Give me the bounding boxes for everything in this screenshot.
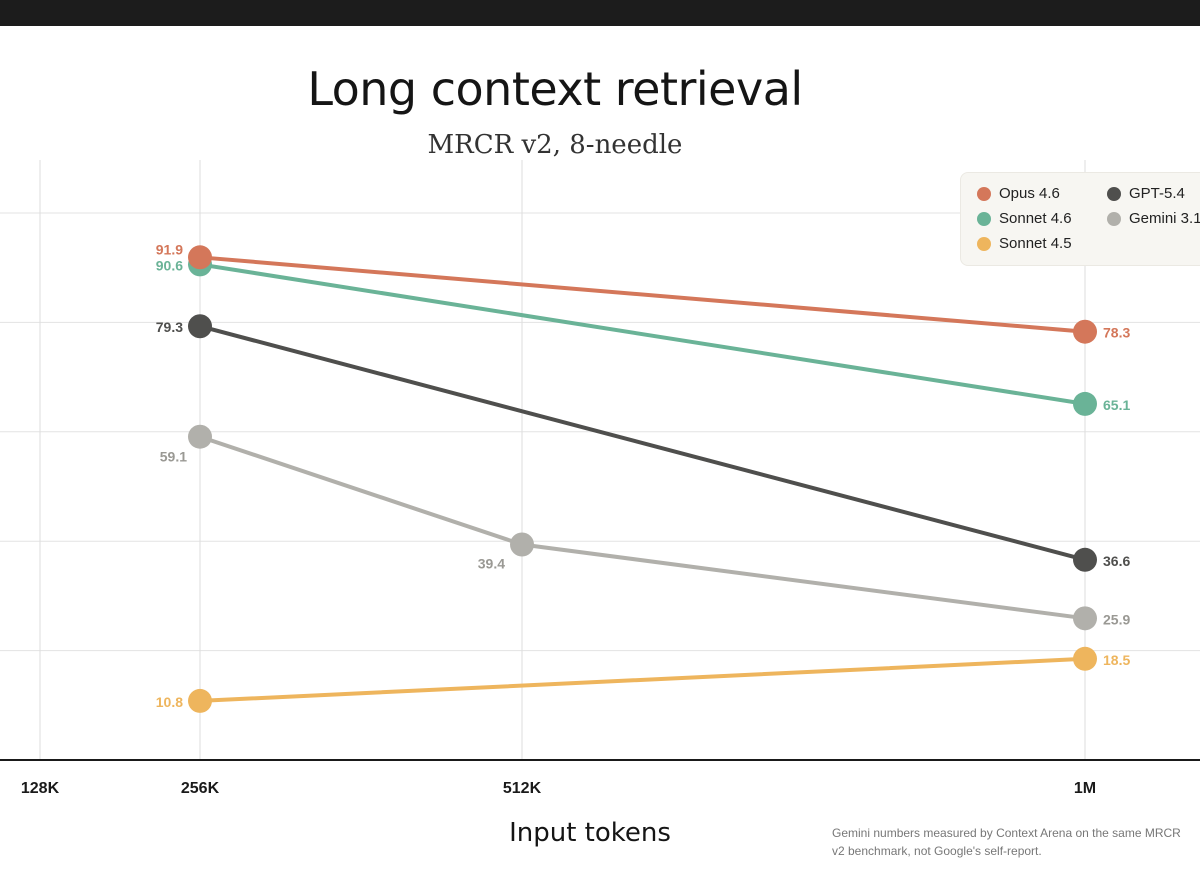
- data-point-gpt-5-4: [1073, 547, 1097, 572]
- data-point-opus-4-6: [1073, 319, 1097, 344]
- x-axis-title: Input tokens: [509, 818, 671, 848]
- data-label-sonnet-4-6: 65.1: [1103, 397, 1130, 413]
- top-bar: [0, 0, 1200, 26]
- data-point-opus-4-6: [188, 245, 212, 270]
- chart-subtitle: MRCR v2, 8-needle: [427, 130, 683, 160]
- footnote: Gemini numbers measured by Context Arena…: [832, 824, 1200, 860]
- data-label-opus-4-6: 78.3: [1103, 325, 1130, 341]
- legend-label: GPT-5.4: [1129, 185, 1185, 202]
- data-label-sonnet-4-6: 90.6: [156, 257, 183, 273]
- data-label-gemini-3-1: 59.1: [160, 449, 187, 465]
- series-line-sonnet-4-5: [198, 656, 1087, 703]
- legend-swatch-sonnet-4-6: [977, 211, 991, 226]
- chart-title: Long context retrieval: [307, 62, 803, 116]
- x-tick-label: 512K: [503, 780, 542, 797]
- legend-item-opus-4-6: Opus 4.6: [977, 185, 1060, 202]
- legend-item-gpt-5-4: GPT-5.4: [1107, 185, 1185, 202]
- series-line-sonnet-4-6: [198, 262, 1087, 406]
- x-tick-label: 128K: [21, 780, 60, 797]
- series-line-gpt-5-4: [198, 324, 1087, 562]
- footnote-line-1: Gemini numbers measured by Context Arena…: [832, 826, 1181, 840]
- data-point-sonnet-4-5: [188, 688, 212, 713]
- data-point-sonnet-4-5: [1073, 646, 1097, 671]
- legend-item-sonnet-4-6: Sonnet 4.6: [977, 210, 1072, 227]
- legend-swatch-gemini-3-1: [1107, 211, 1121, 226]
- legend-swatch-opus-4-6: [977, 186, 991, 201]
- data-point-gpt-5-4: [188, 314, 212, 339]
- x-tick-label: 256K: [181, 780, 220, 797]
- series-line-gemini-3-1: [198, 434, 1087, 621]
- legend-label: Gemini 3.1: [1129, 210, 1200, 227]
- legend-label: Opus 4.6: [999, 185, 1060, 202]
- legend-swatch-sonnet-4-5: [977, 236, 991, 251]
- legend-label: Sonnet 4.5: [999, 235, 1072, 252]
- data-label-gemini-3-1: 39.4: [478, 555, 505, 571]
- legend-swatch-gpt-5-4: [1107, 186, 1121, 201]
- data-label-sonnet-4-5: 18.5: [1103, 652, 1130, 668]
- x-tick-label: 1M: [1074, 780, 1096, 797]
- legend: Opus 4.6 Sonnet 4.6 Sonnet 4.5 GPT-5.4 G…: [960, 172, 1200, 266]
- data-point-gemini-3-1: [188, 424, 212, 449]
- data-label-gemini-3-1: 25.9: [1103, 611, 1130, 627]
- legend-label: Sonnet 4.6: [999, 210, 1072, 227]
- legend-item-gemini-3-1: Gemini 3.1: [1107, 210, 1200, 227]
- series-layer: 59.1 39.4 25.9 10.8 18.5 79.3 36.6 90.6 65.1 91.9…: [156, 241, 1130, 713]
- data-point-gemini-3-1: [510, 532, 534, 557]
- data-label-sonnet-4-5: 10.8: [156, 694, 183, 710]
- data-point-gemini-3-1: [1073, 606, 1097, 631]
- series-line-opus-4-6: [198, 255, 1087, 334]
- data-point-sonnet-4-6: [1073, 391, 1097, 416]
- axis-layer: 128K 256K 512K 1M: [0, 759, 1200, 797]
- footnote-line-2: v2 benchmark, not Google's self-report.: [832, 844, 1042, 858]
- data-label-opus-4-6: 91.9: [156, 241, 183, 257]
- data-label-gpt-5-4: 79.3: [156, 319, 183, 335]
- legend-item-sonnet-4-5: Sonnet 4.5: [977, 235, 1072, 252]
- data-label-gpt-5-4: 36.6: [1103, 553, 1130, 569]
